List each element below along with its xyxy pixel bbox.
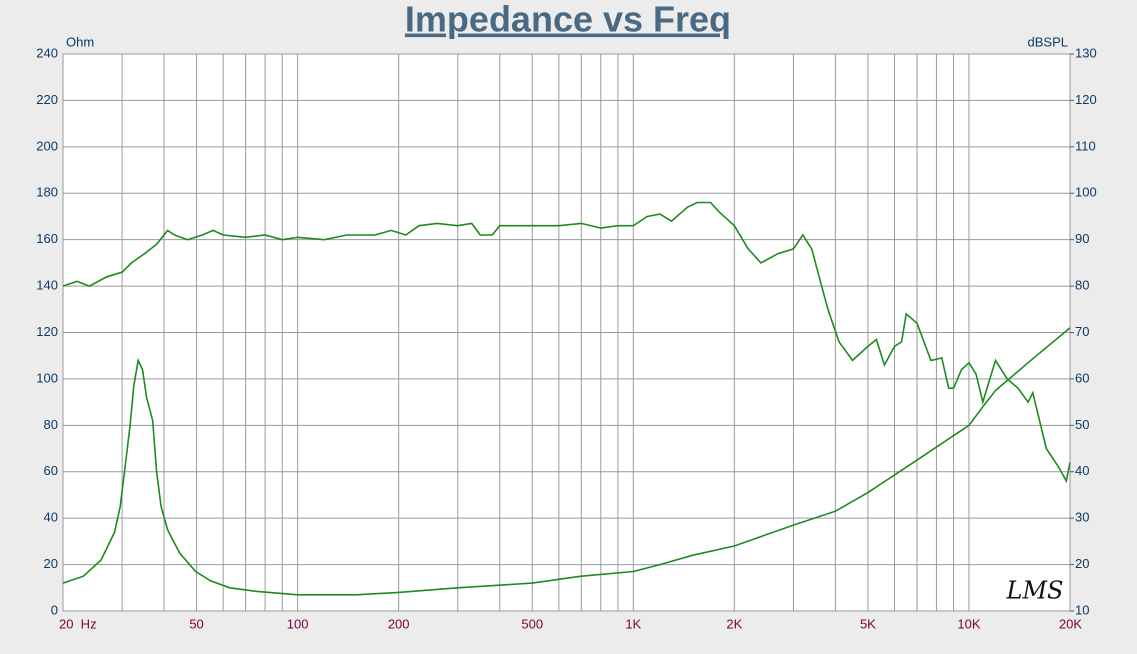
- y-tick-label: 200: [36, 138, 58, 153]
- y2-tick-label: 120: [1075, 92, 1097, 107]
- y-tick-label: 140: [36, 278, 58, 293]
- y2-tick-label: 90: [1075, 231, 1089, 246]
- y-axis-label: Ohm: [66, 34, 94, 49]
- y2-tick-label: 80: [1075, 278, 1089, 293]
- series-line: [62, 327, 1071, 596]
- y-tick-label: 220: [36, 92, 58, 107]
- x-tick-label: 1K: [625, 616, 641, 631]
- x-tick-label: 5K: [860, 616, 876, 631]
- x-tick-label: 200: [388, 616, 410, 631]
- y2-tick-label: 10: [1075, 602, 1089, 617]
- x-tick-label: 20 Hz: [59, 616, 97, 631]
- y-tick-label: 40: [44, 510, 58, 525]
- y2-tick-label: 130: [1075, 45, 1097, 60]
- chart-title: Impedance vs Freq: [405, 0, 731, 40]
- y2-tick-label: 30: [1075, 510, 1089, 525]
- x-tick-label: 500: [521, 616, 543, 631]
- series-line: [62, 201, 1071, 484]
- y2-tick-label: 70: [1075, 324, 1089, 339]
- y-tick-label: 180: [36, 185, 58, 200]
- y-tick-label: 0: [51, 602, 58, 617]
- x-tick-label: 20K: [1059, 616, 1082, 631]
- y2-tick-label: 100: [1075, 185, 1097, 200]
- y2-tick-label: 20: [1075, 556, 1089, 571]
- x-tick-label: 2K: [726, 616, 742, 631]
- x-tick-label: 100: [287, 616, 309, 631]
- y2-axis-label: dBSPL: [1028, 34, 1068, 49]
- y-tick-label: 240: [36, 45, 58, 60]
- y-tick-label: 100: [36, 370, 58, 385]
- y-tick-label: 160: [36, 231, 58, 246]
- logo: LMS: [1006, 577, 1064, 605]
- y2-tick-label: 110: [1075, 138, 1096, 153]
- x-tick-label: 10K: [957, 616, 980, 631]
- y-tick-label: 60: [44, 463, 58, 478]
- y2-tick-label: 60: [1075, 370, 1089, 385]
- x-tick-label: 50: [189, 616, 203, 631]
- y2-tick-label: 50: [1075, 417, 1089, 432]
- y-tick-label: 20: [44, 556, 58, 571]
- y-tick-label: 80: [44, 417, 58, 432]
- y-tick-label: 120: [36, 324, 58, 339]
- y2-tick-label: 40: [1075, 463, 1089, 478]
